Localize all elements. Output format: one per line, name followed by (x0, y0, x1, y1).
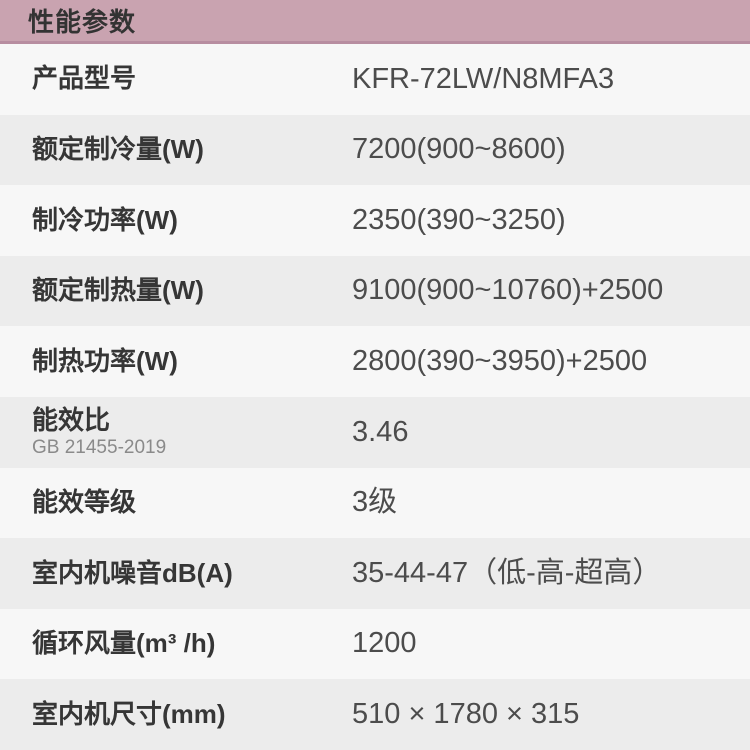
spec-value-cell: KFR-72LW/N8MFA3 (352, 63, 750, 96)
spec-value: 3.46 (352, 415, 409, 448)
spec-value-cell: 3级 (352, 486, 750, 519)
spec-label: 室内机尺寸(mm) (32, 698, 226, 729)
table-row: 循环风量(m³ /h) 1200 (0, 608, 750, 680)
spec-label: 额定制热量(W) (32, 275, 204, 306)
spec-label: 能效等级 (32, 486, 137, 517)
spec-value-cell: 510 × 1780 × 315 (352, 698, 750, 731)
spec-value-cell: 9100(900~10760)+2500 (352, 274, 750, 307)
spec-value-cell: 7200(900~8600) (352, 133, 750, 166)
spec-value-cell: 1200 (352, 627, 750, 660)
spec-label-cell: 能效比 GB 21455-2019 (32, 404, 352, 459)
spec-label-cell: 室内机噪音dB(A) (32, 557, 352, 589)
table-row: 能效等级 3级 (0, 467, 750, 539)
spec-label-cell: 循环风量(m³ /h) (32, 628, 352, 659)
spec-value: 1200 (352, 627, 417, 660)
spec-label-cell: 产品型号 (32, 63, 352, 94)
spec-value: 3级 (352, 486, 398, 519)
spec-label: 室内机噪音dB(A) (32, 557, 233, 588)
spec-label-cell: 室内机尺寸(mm) (32, 698, 352, 730)
table-row: 能效比 GB 21455-2019 3.46 (0, 396, 750, 468)
spec-label: 额定制冷量(W) (32, 133, 204, 164)
spec-label-cell: 能效等级 (32, 486, 352, 518)
spec-value: 2800(390~3950)+2500 (352, 345, 648, 377)
spec-label-cell: 额定制热量(W) (32, 275, 352, 306)
spec-label: 制热功率(W) (32, 345, 178, 376)
spec-value: 510 × 1780 × 315 (352, 697, 580, 730)
spec-label: 循环风量(m³ /h) (32, 628, 216, 659)
spec-value: 2350(390~3250) (352, 203, 566, 236)
spec-label-cell: 额定制冷量(W) (32, 133, 352, 165)
table-row: 制冷功率(W) 2350(390~3250) (0, 185, 750, 256)
section-header: 性能参数 (0, 0, 750, 44)
spec-value: KFR-72LW/N8MFA3 (352, 62, 615, 95)
table-row: 产品型号 KFR-72LW/N8MFA3 (0, 44, 750, 115)
section-title: 性能参数 (28, 7, 137, 37)
spec-value: 7200(900~8600) (352, 133, 566, 166)
table-row: 室内机噪音dB(A) 35-44-47（低-高-超高） (0, 538, 750, 609)
table-row: 室内机尺寸(mm) 510 × 1780 × 315 (0, 679, 750, 750)
table-row: 额定制冷量(W) 7200(900~8600) (0, 114, 750, 186)
spec-value: 35-44-47（低-高-超高） (352, 556, 662, 589)
spec-label-cell: 制冷功率(W) (32, 204, 352, 236)
spec-value-cell: 3.46 (352, 416, 750, 449)
spec-label: 制冷功率(W) (32, 204, 178, 235)
spec-value-cell: 2800(390~3950)+2500 (352, 345, 750, 378)
spec-value-cell: 35-44-47（低-高-超高） (352, 557, 750, 590)
spec-label-cell: 制热功率(W) (32, 345, 352, 377)
spec-label: 产品型号 (32, 63, 137, 94)
spec-sublabel: GB 21455-2019 (32, 436, 167, 458)
spec-label: 能效比 (32, 404, 111, 435)
spec-value: 9100(900~10760)+2500 (352, 274, 664, 307)
spec-table: 产品型号 KFR-72LW/N8MFA3 额定制冷量(W) 7200(900~8… (0, 44, 750, 750)
table-row: 额定制热量(W) 9100(900~10760)+2500 (0, 255, 750, 327)
table-row: 制热功率(W) 2800(390~3950)+2500 (0, 326, 750, 397)
spec-value-cell: 2350(390~3250) (352, 204, 750, 237)
